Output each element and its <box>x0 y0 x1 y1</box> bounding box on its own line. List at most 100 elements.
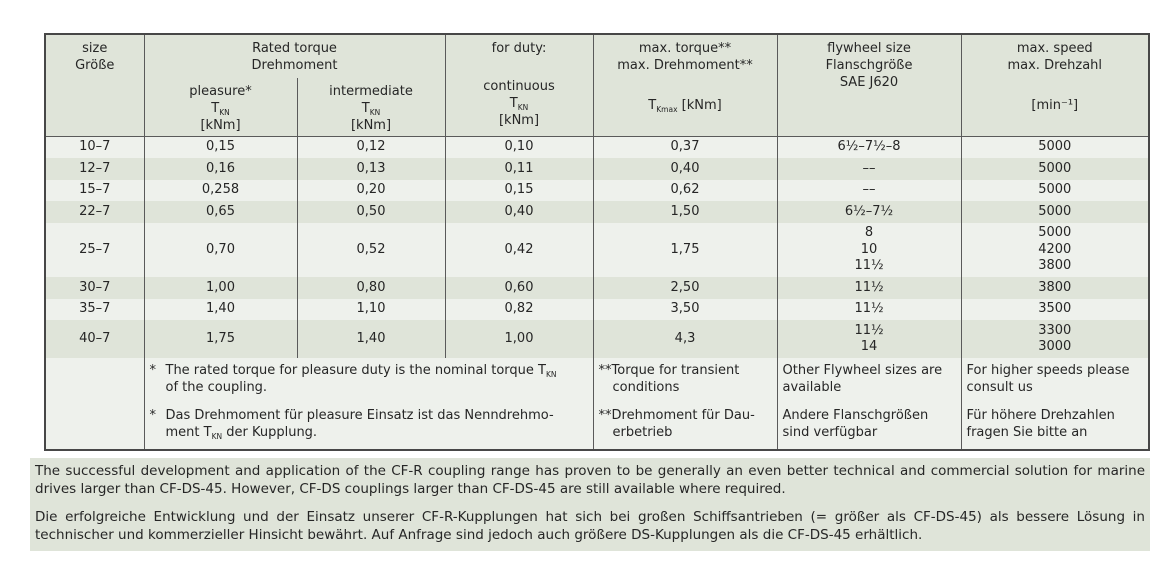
header-max-speed: max. speed max. Drehzahl [min⁻¹] <box>960 34 1150 137</box>
footnote-size-empty <box>44 358 145 450</box>
coupling-spec-table: size Größe Rated torque Drehmoment for d… <box>44 33 1151 451</box>
cell-speed: 3300 3000 <box>960 320 1150 358</box>
cell-size: 22–7 <box>44 201 145 223</box>
header-flywheel: flywheel size Flanschgröße SAE J620 <box>776 34 962 137</box>
table-body: 10–7 0,15 0,12 0,10 0,37 6½–7½–8 5000 12–7 0,16 0… <box>44 136 1150 358</box>
cell-size: 35–7 <box>44 298 145 320</box>
cell-flywheel: 6½–7½ <box>776 201 962 223</box>
tkn-symbol: TKN <box>211 101 230 117</box>
cell-intermediate: 0,80 <box>296 277 446 299</box>
footnote-speed-de: Für höhere Drehzahlen fragen Sie bitte a… <box>966 408 1115 440</box>
tkmax-symbol: TKmax [kNm] <box>648 98 722 114</box>
cell-flywheel: 11½ <box>776 298 962 320</box>
cell-continuous: 0,82 <box>444 298 594 320</box>
cell-intermediate: 0,20 <box>296 179 446 201</box>
cell-intermediate: 0,13 <box>296 158 446 180</box>
cell-continuous: 1,00 <box>444 320 594 358</box>
header-max-torque: max. torque** max. Drehmoment** TKmax [k… <box>592 34 778 137</box>
header-max-speed-en: max. speed <box>1016 41 1093 56</box>
cell-size: 12–7 <box>44 158 145 180</box>
footnote-flywheel-en: Other Flywheel sizes are available <box>782 363 943 395</box>
footnote-flywheel-de: Andere Flanschgrößen sind verfügbar <box>782 408 929 440</box>
footnote-max-torque-de: **Drehmoment für Dau- erbetrieb <box>598 408 755 440</box>
footnote-max-torque-en: **Torque for transient conditions <box>598 363 740 395</box>
cell-max-torque: 4,3 <box>592 320 778 358</box>
cell-intermediate: 1,40 <box>296 320 446 358</box>
cell-pleasure: 1,75 <box>143 320 298 358</box>
cell-continuous: 0,10 <box>444 136 594 158</box>
cell-size: 15–7 <box>44 179 145 201</box>
cell-pleasure: 1,40 <box>143 298 298 320</box>
tkn-unit: [kNm] <box>350 118 392 133</box>
header-size: size Größe <box>44 34 145 137</box>
table-header: size Größe Rated torque Drehmoment for d… <box>44 34 1150 137</box>
header-pleasure: pleasure* TKN [kNm] <box>143 78 298 137</box>
cell-pleasure: 0,70 <box>143 222 298 277</box>
cell-intermediate: 0,12 <box>296 136 446 158</box>
cell-flywheel: 8 10 11½ <box>776 222 962 277</box>
header-size-de: Größe <box>75 58 115 73</box>
cell-max-torque: 2,50 <box>592 277 778 299</box>
footnote-text: Das Drehmoment für pleasure Einsatz ist … <box>165 408 554 441</box>
note-paragraph-en: The successful development and applicati… <box>35 463 1145 497</box>
header-duty-label: for duty: <box>491 41 547 56</box>
table-row: 25–7 0,70 0,52 0,42 1,75 8 10 11½ 5000 4200 38… <box>44 222 1150 277</box>
header-flywheel-sae: SAE J620 <box>839 75 899 90</box>
cell-continuous: 0,15 <box>444 179 594 201</box>
header-for-duty: for duty: continuous TKN [kNm] <box>444 34 594 137</box>
cell-speed: 5000 <box>960 179 1150 201</box>
cell-pleasure: 0,15 <box>143 136 298 158</box>
cell-intermediate: 0,52 <box>296 222 446 277</box>
header-flywheel-de: Flanschgröße <box>825 58 913 73</box>
cell-flywheel: 11½ <box>776 277 962 299</box>
header-max-speed-de: max. Drehzahl <box>1007 58 1103 73</box>
tkn-unit: [kNm] <box>200 118 241 133</box>
cell-speed: 5000 <box>960 201 1150 223</box>
header-pleasure-label: pleasure* <box>189 84 252 99</box>
cell-speed: 5000 <box>960 136 1150 158</box>
footnote-rated-de: * Das Drehmoment für pleasure Einsatz is… <box>150 408 588 441</box>
cell-continuous: 0,42 <box>444 222 594 277</box>
header-size-en: size <box>82 41 108 56</box>
tkn-unit: [kNm] <box>498 113 540 128</box>
header-rated-torque: Rated torque Drehmoment <box>143 34 446 78</box>
footnote-flywheel: Other Flywheel sizes are available Ander… <box>776 358 962 450</box>
cell-continuous: 0,11 <box>444 158 594 180</box>
header-intermediate: intermediate TKN [kNm] <box>296 78 446 137</box>
header-rated-de: Drehmoment <box>251 58 338 73</box>
cell-max-torque: 0,62 <box>592 179 778 201</box>
cell-max-torque: 0,40 <box>592 158 778 180</box>
cell-max-torque: 0,37 <box>592 136 778 158</box>
cell-speed: 3800 <box>960 277 1150 299</box>
header-max-torque-en: max. torque** <box>638 41 732 56</box>
cell-flywheel: 11½ 14 <box>776 320 962 358</box>
tkn-symbol: TKN <box>509 96 529 112</box>
cell-continuous: 0,60 <box>444 277 594 299</box>
header-intermediate-label: intermediate <box>329 84 413 99</box>
header-speed-unit: [min⁻¹] <box>1031 98 1079 113</box>
note-paragraph-de: Die erfolgreiche Entwicklung und der Ein… <box>35 509 1145 543</box>
cell-continuous: 0,40 <box>444 201 594 223</box>
header-rated-en: Rated torque <box>252 41 337 56</box>
footnote-rated-en: * The rated torque for pleasure duty is … <box>150 363 588 396</box>
table-row: 10–7 0,15 0,12 0,10 0,37 6½–7½–8 5000 <box>44 136 1150 158</box>
footnote-text: The rated torque for pleasure duty is th… <box>165 363 557 395</box>
footnote-max-torque: **Torque for transient conditions **Dreh… <box>592 358 778 450</box>
table-row: 15–7 0,258 0,20 0,15 0,62 –– 5000 <box>44 179 1150 201</box>
cell-size: 40–7 <box>44 320 145 358</box>
cell-speed: 3500 <box>960 298 1150 320</box>
tkn-symbol: TKN <box>361 101 381 117</box>
cell-size: 10–7 <box>44 136 145 158</box>
cell-flywheel: –– <box>776 179 962 201</box>
footnote-marker: * <box>149 363 157 378</box>
footnote-marker: * <box>149 408 157 423</box>
cell-pleasure: 1,00 <box>143 277 298 299</box>
table-row: 35–7 1,40 1,10 0,82 3,50 11½ 3500 <box>44 298 1150 320</box>
coupling-spec-table-wrap: size Größe Rated torque Drehmoment for d… <box>44 33 1151 451</box>
cell-max-torque: 3,50 <box>592 298 778 320</box>
cell-pleasure: 0,65 <box>143 201 298 223</box>
cell-max-torque: 1,75 <box>592 222 778 277</box>
footnote-speed-en: For higher speeds please consult us <box>966 363 1130 395</box>
cell-speed: 5000 4200 3800 <box>960 222 1150 277</box>
cell-size: 30–7 <box>44 277 145 299</box>
